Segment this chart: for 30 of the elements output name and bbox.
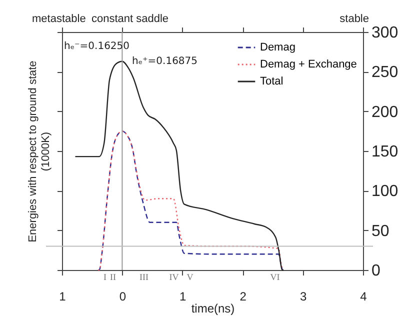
legend-label: Total	[260, 76, 284, 88]
x-tick-label: 4	[360, 290, 368, 304]
y-tick-label: 50	[372, 222, 390, 240]
x-tick-label: 1	[59, 290, 66, 304]
x-tick-label: 1	[180, 290, 187, 304]
x-axis-title: time(ns)	[191, 302, 235, 316]
text: metastable	[32, 13, 86, 25]
text: V	[186, 272, 194, 282]
text: IV	[169, 272, 180, 282]
y-tick-label: 300	[372, 24, 398, 42]
y-tick-label: 250	[372, 64, 398, 82]
y-tick-label: 150	[372, 144, 398, 160]
y-tick-label: 100	[372, 183, 398, 200]
text: stable	[340, 13, 369, 25]
y-tick-label: 200	[372, 104, 398, 121]
legend-label: Demag + Exchange	[260, 58, 357, 70]
text: I	[104, 272, 106, 282]
text: II	[110, 272, 116, 282]
legend-label: Demag	[260, 42, 296, 54]
y-axis-title: Energies with respect to ground state (1000K)	[27, 60, 52, 242]
text: VI	[270, 272, 280, 282]
x-tick-label: 2	[240, 290, 247, 304]
y-tick-label: 0	[372, 262, 380, 280]
x-tick-label: 0	[119, 290, 126, 304]
text: III	[140, 272, 148, 282]
text: constant saddle	[91, 13, 169, 25]
x-tick-label: 3	[300, 290, 307, 304]
annotation: hₑ⁺=0.16875	[132, 56, 198, 67]
line-series	[98, 130, 283, 271]
annotation: hₑ⁻=0.16250	[64, 41, 130, 52]
